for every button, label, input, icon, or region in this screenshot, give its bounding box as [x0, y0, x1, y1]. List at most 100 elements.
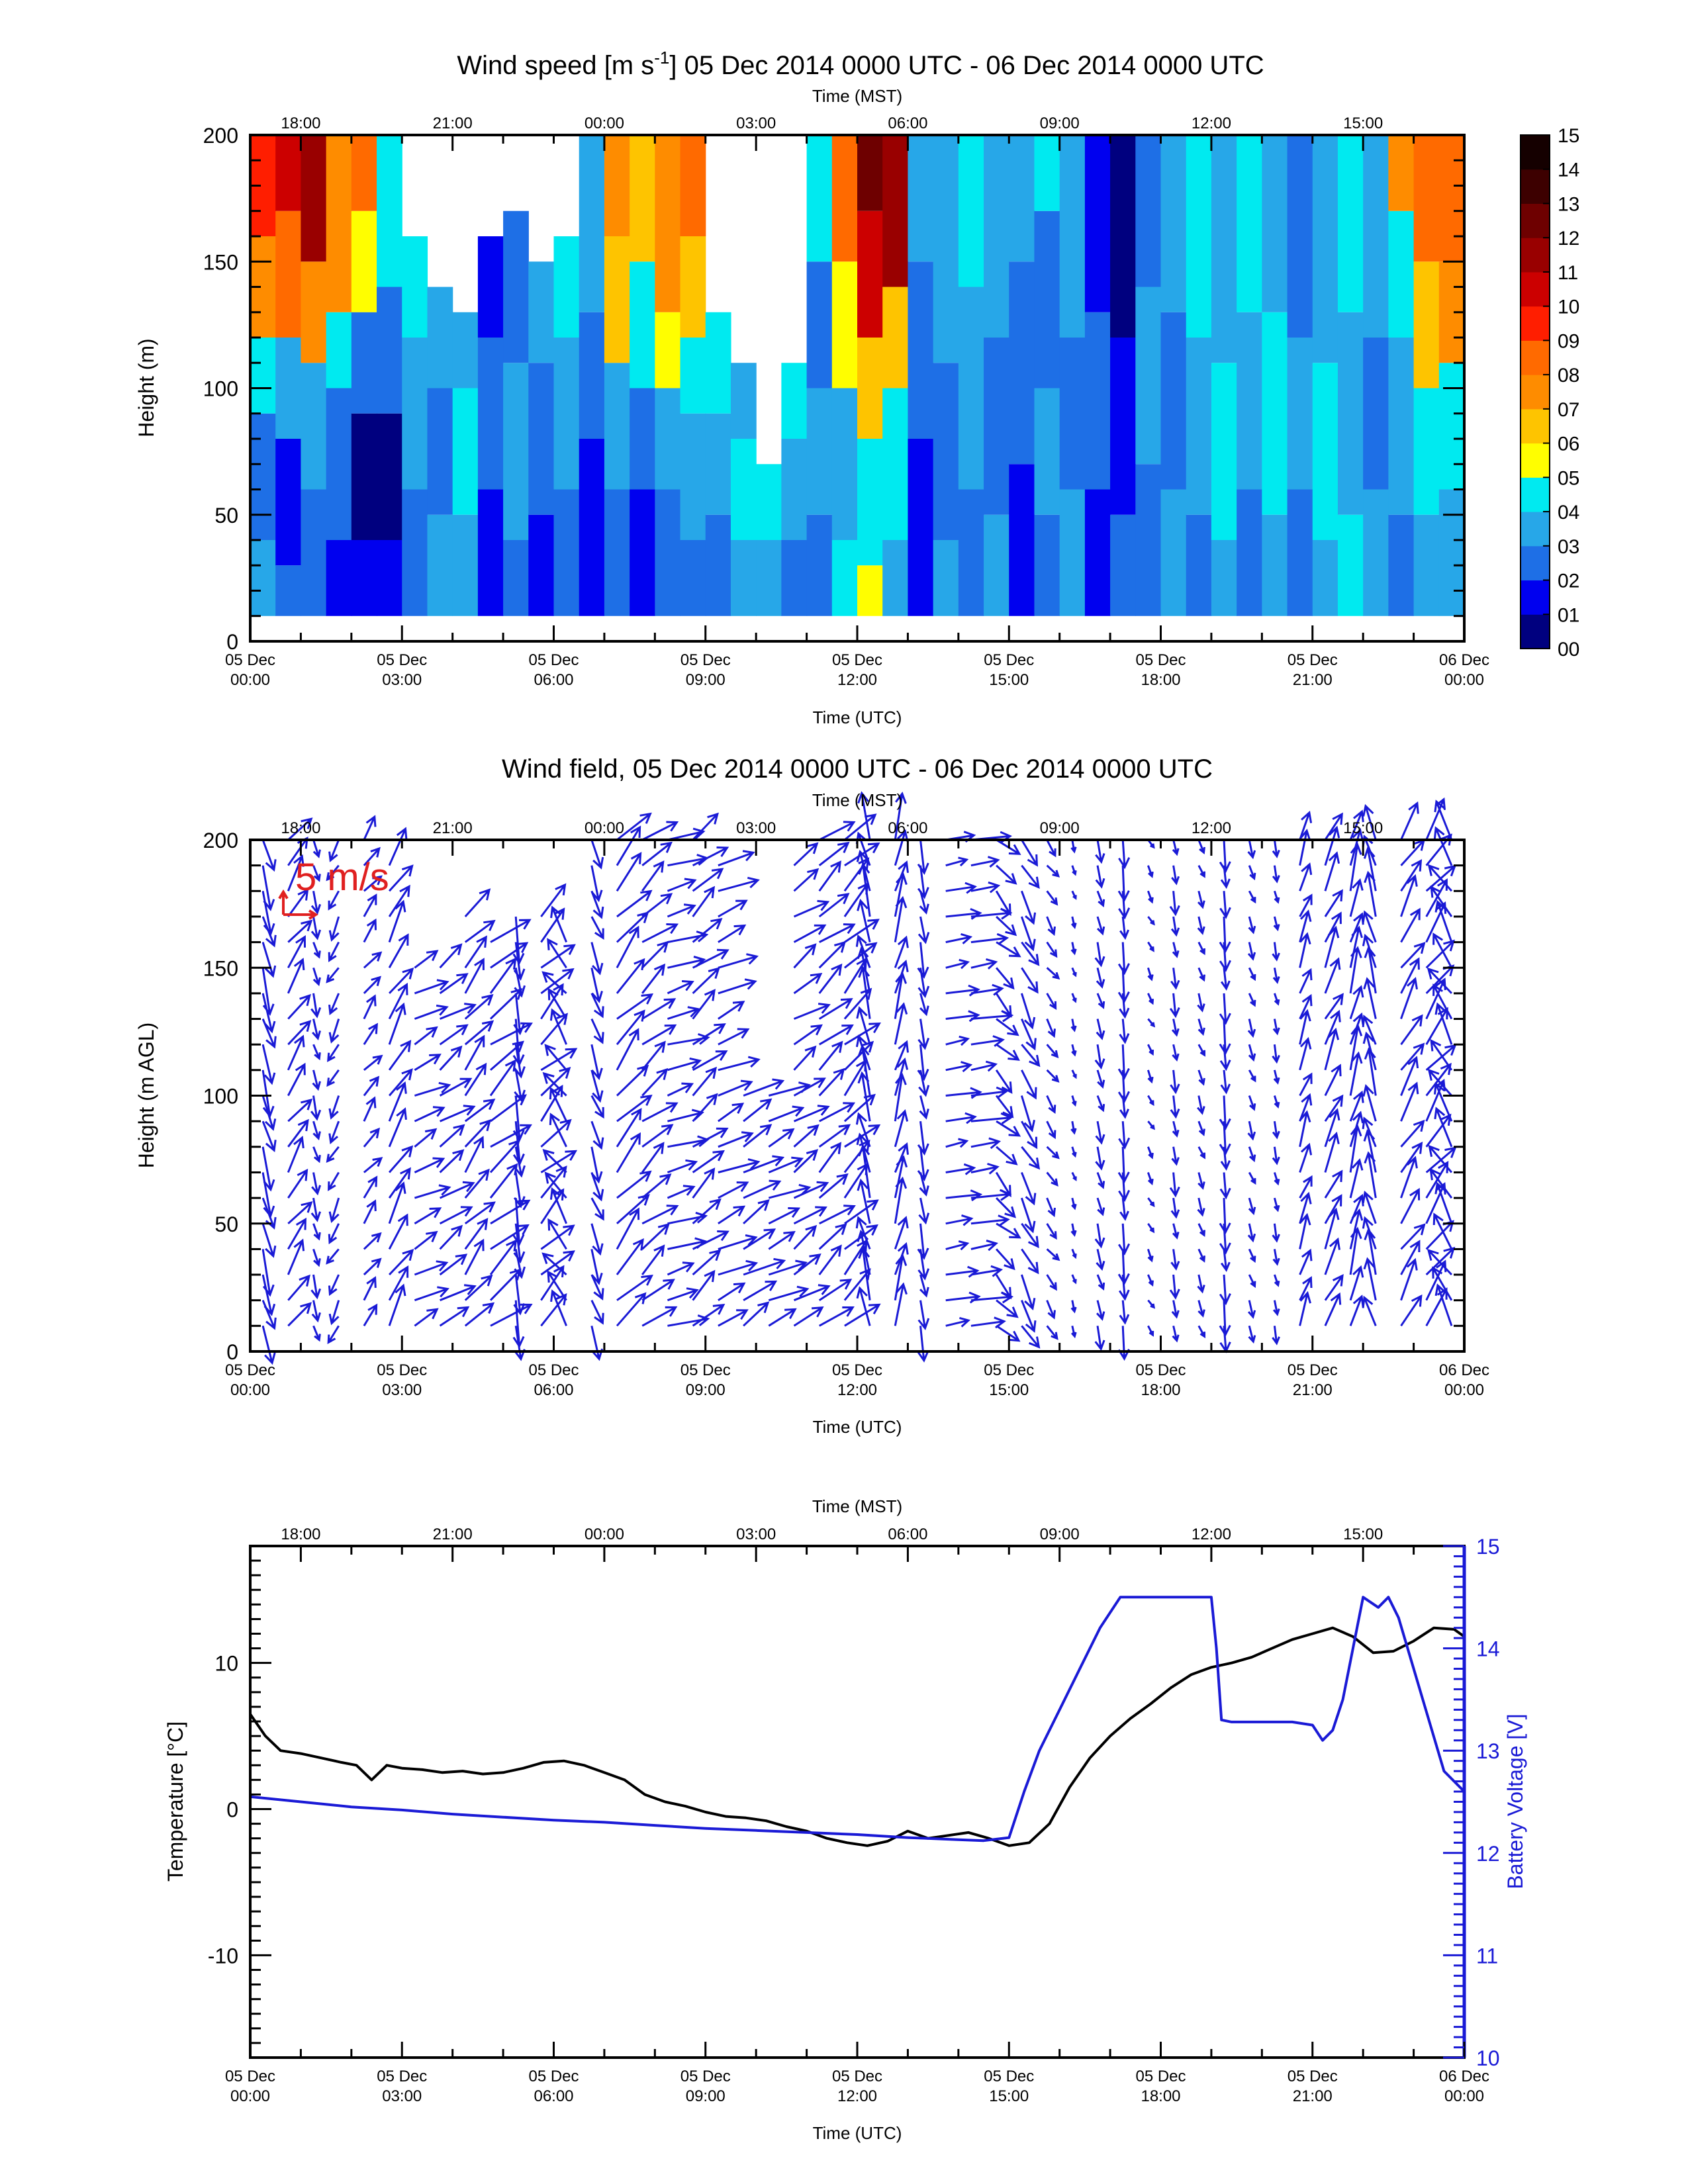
wind-arrow	[328, 1300, 340, 1326]
wind-arrow	[287, 1136, 305, 1173]
heatmap-cell	[984, 338, 1009, 515]
wind-arrow	[1021, 1248, 1039, 1275]
wind-arrow	[363, 1232, 382, 1250]
wind-arrow	[1117, 942, 1130, 976]
wind-arrow	[1070, 1120, 1077, 1135]
wind-arrow	[1324, 851, 1340, 891]
wind-arrow	[287, 935, 306, 969]
wind-arrow	[1248, 865, 1256, 881]
wind-arrow	[1070, 1325, 1077, 1339]
wind-arrow	[1070, 942, 1077, 956]
temperature-plot-frame	[249, 1545, 1466, 2059]
wind-arrow	[1096, 1095, 1105, 1113]
colorbar-swatch	[1521, 169, 1550, 204]
wind-arrow	[312, 1223, 321, 1241]
wind-arrow	[855, 1216, 871, 1250]
wind-arrow	[1362, 803, 1377, 841]
wind-arrow	[1299, 1009, 1311, 1045]
wind-arrow	[718, 1158, 761, 1173]
heatmap-cell	[806, 135, 833, 262]
wind-arrow	[692, 886, 716, 917]
x-tick-label-time: 06:00	[534, 671, 573, 689]
wind-arrow	[743, 1098, 773, 1122]
wind-arrow	[547, 1270, 567, 1301]
wind-arrow	[1197, 941, 1205, 956]
wind-arrow	[945, 1163, 976, 1175]
heatmap-cell	[528, 261, 555, 363]
wind-arrow	[1299, 909, 1312, 942]
wind-arrow	[1299, 932, 1311, 968]
heatmap-cell	[351, 413, 377, 540]
wind-field-y-axis: 0 50 100 150 200	[203, 829, 1464, 1364]
heatmap-cell	[908, 135, 934, 262]
wind-arrow	[1299, 1093, 1313, 1122]
wind-arrow	[818, 963, 843, 994]
wind-arrow	[363, 1023, 378, 1046]
wind-arrow	[1219, 839, 1231, 874]
wind-arrow	[641, 1102, 679, 1122]
wind-arrow	[1324, 1027, 1340, 1071]
wind-arrow	[1349, 878, 1364, 917]
x-tick-label-day: 06 Dec	[1439, 1361, 1489, 1379]
y2-tick-label: 10	[1476, 2046, 1500, 2070]
wind-arrow	[1434, 899, 1453, 943]
heatmap-cell	[1413, 135, 1440, 262]
x-tick-label-mst: 21:00	[433, 1525, 473, 1543]
battery-y-label: Battery Voltage [V]	[1503, 1713, 1527, 1889]
x-tick-label-time: 06:00	[534, 1381, 573, 1399]
wind-arrow	[995, 967, 1015, 990]
wind-arrow	[1364, 1047, 1377, 1096]
wind-arrow	[995, 1171, 1011, 1197]
wind-arrow	[793, 943, 817, 969]
heatmap-cell	[275, 565, 302, 616]
wind-arrow	[970, 1240, 998, 1251]
wind-arrow	[1219, 891, 1231, 919]
wind-arrow	[616, 1170, 652, 1199]
wind-arrow	[616, 852, 642, 892]
wind-arrow	[1021, 839, 1039, 867]
y-tick-label: 0	[226, 630, 238, 654]
wind-arrow	[718, 1028, 750, 1046]
wind-arrow	[856, 849, 871, 891]
colorbar-label: 01	[1558, 604, 1579, 626]
wind-arrow	[692, 1127, 729, 1148]
wind-arrow	[326, 967, 340, 983]
wind-arrow	[512, 916, 525, 965]
wind-arrow	[819, 923, 856, 943]
heatmap-cell	[1312, 540, 1338, 616]
wind-arrow	[1096, 1019, 1105, 1040]
x-tick-label-time: 03:00	[382, 671, 422, 689]
wind-arrow	[328, 839, 340, 862]
colorbar-label: 00	[1558, 639, 1579, 660]
wind-arrow	[540, 1067, 571, 1097]
colorbar-label: 04	[1558, 502, 1579, 523]
wind-arrow	[616, 1292, 647, 1327]
wind-arrow	[1363, 977, 1377, 1019]
wind-arrow	[1197, 1300, 1205, 1318]
y2-tick-label: 15	[1476, 1535, 1500, 1559]
wind-arrow	[667, 878, 697, 892]
wind-arrow	[590, 1120, 604, 1150]
wind-arrow	[1247, 839, 1256, 860]
wind-arrow	[1432, 1212, 1453, 1250]
wind-arrow	[1046, 1146, 1060, 1160]
wind-arrow	[439, 1045, 463, 1071]
wind-arrow	[388, 1040, 412, 1071]
wind-arrow	[328, 1274, 340, 1297]
wind-arrow	[1272, 968, 1280, 984]
heatmap-cell	[1262, 312, 1288, 515]
wind-arrow	[1147, 890, 1154, 904]
wind-arrow	[328, 1223, 340, 1245]
wind-arrow	[363, 918, 377, 943]
heatmap-cell	[351, 135, 377, 211]
wind-arrow	[439, 1024, 469, 1046]
heatmap-cell	[250, 338, 276, 414]
x-tick-label-mst: 15:00	[1343, 1525, 1383, 1543]
wind-arrow	[1071, 1095, 1077, 1107]
heatmap-cell	[908, 261, 934, 439]
wind-arrow	[414, 1054, 442, 1071]
wind-arrow	[793, 1149, 819, 1173]
wind-arrow	[667, 827, 706, 841]
wind-arrow	[970, 1086, 1009, 1099]
x-tick-label-mst: 09:00	[1040, 114, 1080, 132]
